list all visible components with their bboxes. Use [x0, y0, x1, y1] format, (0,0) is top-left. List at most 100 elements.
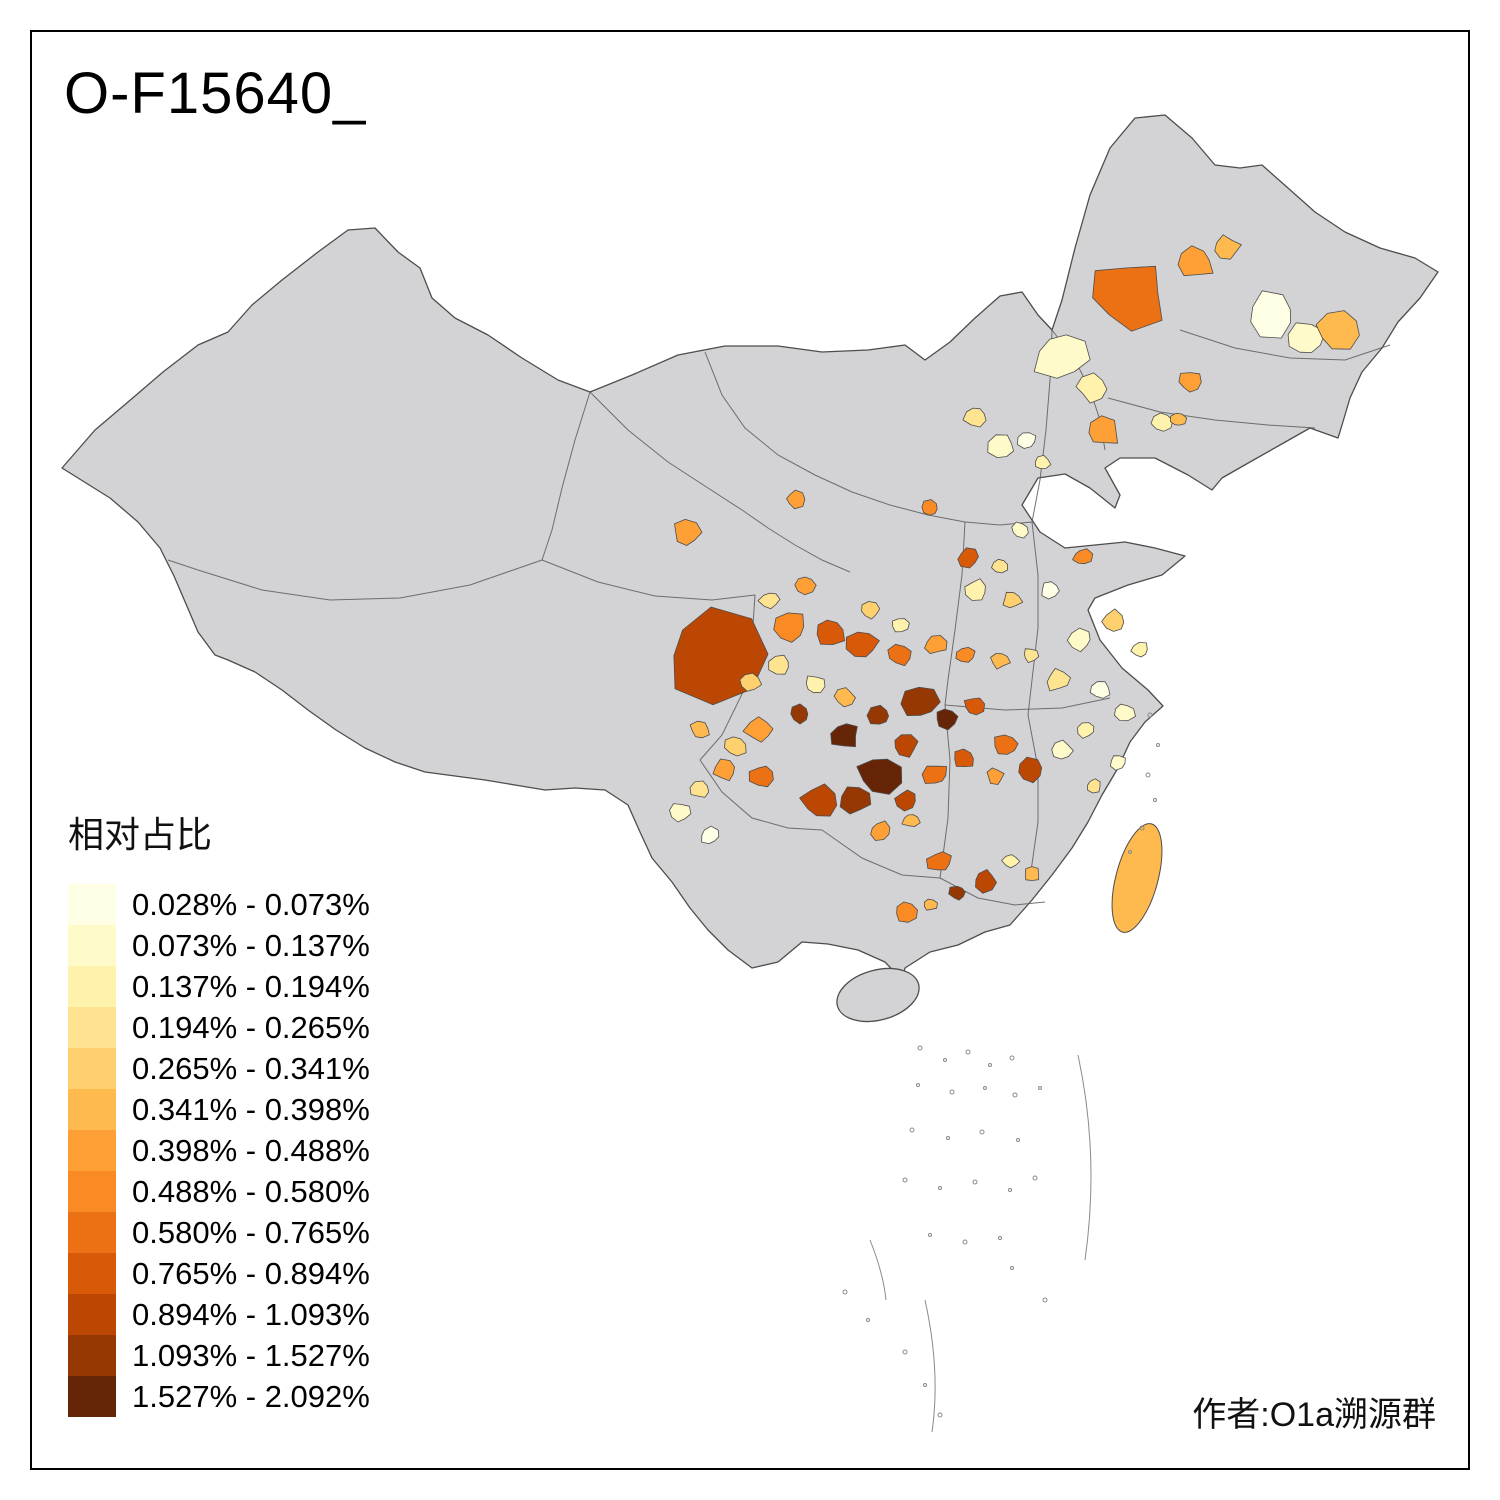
- legend-row: 0.398% - 0.488%: [68, 1130, 370, 1171]
- legend-range-label: 0.398% - 0.488%: [132, 1132, 370, 1168]
- map-region-patch: [926, 851, 952, 871]
- map-region-patch: [924, 635, 948, 654]
- map-region-patch: [712, 758, 735, 782]
- map-region-patch: [689, 720, 710, 739]
- legend-row: 0.073% - 0.137%: [68, 925, 370, 966]
- legend-range-label: 0.765% - 0.894%: [132, 1255, 370, 1291]
- map-region-patch: [1150, 412, 1174, 432]
- map-region-patch: [845, 631, 880, 658]
- map-region-patch: [1287, 322, 1326, 353]
- map-region-patch: [1001, 854, 1021, 869]
- map-region-patch: [975, 869, 997, 894]
- map-region-patch: [1170, 412, 1188, 426]
- legend-range-label: 1.093% - 1.527%: [132, 1337, 370, 1373]
- legend-color-swatch: [68, 925, 116, 966]
- map-region-patch: [1088, 415, 1118, 444]
- legend-row: 0.488% - 0.580%: [68, 1171, 370, 1212]
- map-region-patch: [1025, 866, 1040, 881]
- map-region-patch: [839, 786, 872, 815]
- map-region-patch: [1089, 681, 1111, 699]
- map-region-patch: [896, 901, 918, 923]
- legend-range-label: 0.028% - 0.073%: [132, 886, 370, 922]
- legend-range-label: 0.488% - 0.580%: [132, 1173, 370, 1209]
- map-region-patch: [1046, 668, 1071, 692]
- map-region-patch: [856, 758, 903, 795]
- map-region-patch: [1035, 454, 1052, 469]
- map-region-patch: [1051, 739, 1074, 760]
- legend-row: 0.028% - 0.073%: [68, 884, 370, 925]
- legend-range-label: 0.894% - 1.093%: [132, 1296, 370, 1332]
- map-region-patch: [786, 489, 806, 510]
- map-region-patch: [724, 736, 747, 757]
- map-region-patch: [957, 547, 979, 569]
- map-region-patch: [1101, 608, 1125, 632]
- map-region-patch: [887, 643, 912, 667]
- legend-range-label: 0.265% - 0.341%: [132, 1050, 370, 1086]
- map-region-patch: [870, 820, 891, 841]
- hainan-island: [836, 967, 920, 1023]
- legend-title: 相对占比: [68, 814, 213, 855]
- map-region-patch: [1017, 432, 1037, 449]
- map-region-patch: [1072, 548, 1094, 565]
- legend-range-label: 0.580% - 0.765%: [132, 1214, 370, 1250]
- map-region-patch: [833, 687, 856, 708]
- map-region-patch: [689, 780, 709, 798]
- map-region-patch: [794, 576, 817, 596]
- map-region-patch: [921, 499, 938, 516]
- map-region-patch: [861, 601, 881, 620]
- legend-color-swatch: [68, 1253, 116, 1294]
- legend-row: 0.265% - 0.341%: [68, 1048, 370, 1089]
- map-region-patch: [1130, 642, 1148, 658]
- legend-color-swatch: [68, 1212, 116, 1253]
- map-region-patch: [894, 789, 916, 812]
- map-region-patch: [986, 767, 1005, 785]
- map-region-patch: [1066, 627, 1091, 653]
- legend-row: 0.894% - 1.093%: [68, 1294, 370, 1335]
- map-region-patch: [921, 765, 947, 784]
- map-region-patch: [1011, 521, 1029, 539]
- legend: 相对占比 0.028% - 0.073% 0.073% - 0.137% 0.137…: [68, 806, 370, 1417]
- map-region-patch: [1041, 581, 1060, 600]
- map-region-patch: [1024, 648, 1040, 663]
- map-region-patch: [773, 612, 805, 643]
- map-region-patch: [805, 675, 826, 694]
- legend-color-swatch: [68, 1171, 116, 1212]
- legend-color-swatch: [68, 884, 116, 925]
- map-region-patch: [1110, 755, 1126, 771]
- south-china-sea-islands: [842, 712, 1160, 1433]
- map-region-patch: [1178, 372, 1202, 393]
- legend-color-swatch: [68, 1089, 116, 1130]
- legend-color-swatch: [68, 1294, 116, 1335]
- legend-range-label: 1.527% - 2.092%: [132, 1378, 370, 1414]
- map-region-patch: [739, 672, 762, 692]
- map-region-patch: [830, 723, 858, 748]
- choropleth-patches: [669, 234, 1360, 923]
- map-region-patch: [936, 708, 959, 731]
- map-region-patch: [994, 734, 1019, 755]
- map-region-patch: [964, 578, 986, 601]
- map-region-patch: [954, 748, 974, 767]
- map-region-patch: [790, 703, 809, 725]
- legend-color-swatch: [68, 1130, 116, 1171]
- legend-range-label: 0.137% - 0.194%: [132, 968, 370, 1004]
- legend-range-label: 0.194% - 0.265%: [132, 1009, 370, 1045]
- map-region-patch: [892, 618, 910, 633]
- legend-range-label: 0.073% - 0.137%: [132, 927, 370, 963]
- map-region-patch: [1092, 265, 1163, 332]
- map-region-patch: [1315, 310, 1360, 350]
- map-region-patch: [955, 647, 976, 663]
- map-region-patch: [991, 558, 1008, 574]
- china-mainland-outline: [61, 114, 1439, 981]
- map-region-patch: [742, 716, 774, 743]
- map-region-patch: [1114, 703, 1136, 722]
- legend-row: 0.765% - 0.894%: [68, 1253, 370, 1294]
- map-region-patch: [900, 686, 941, 716]
- map-region-patch: [1002, 591, 1024, 609]
- map-region-patch: [757, 592, 781, 610]
- page-title: O-F15640_: [64, 61, 367, 126]
- map-region-patch: [1077, 722, 1095, 739]
- map-region-patch: [768, 654, 789, 675]
- legend-row: 0.341% - 0.398%: [68, 1089, 370, 1130]
- map-region-patch: [948, 885, 966, 901]
